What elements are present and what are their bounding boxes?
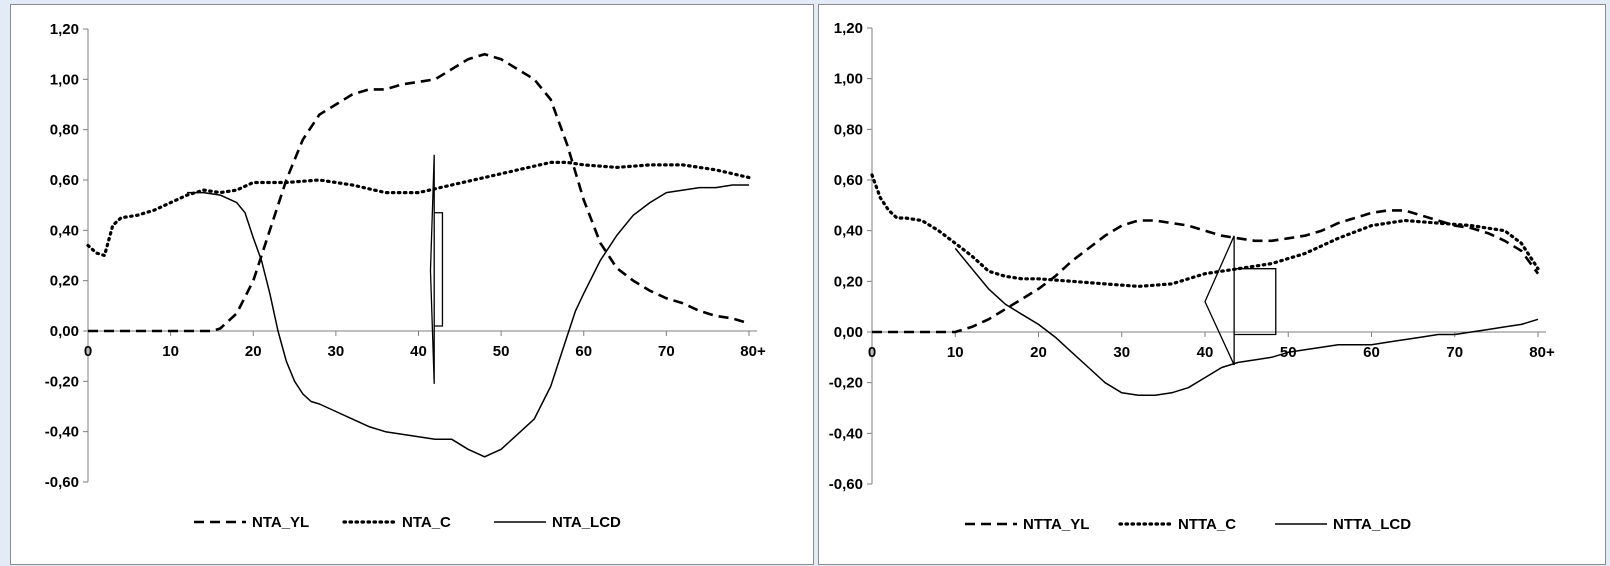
annotation-arrow [429, 154, 444, 384]
series-line-nta-c [86, 160, 751, 258]
y-tick-label: 1,00 [50, 71, 79, 88]
y-tick-label: 1,00 [834, 71, 863, 88]
x-tick-label: 60 [1363, 344, 1380, 361]
x-tick-label: 30 [328, 343, 345, 360]
chart-right: -0,60 -0,40 -0,20 0,00 0,20 0,40 0,60 0,80 1,00 1… [829, 20, 1555, 533]
x-tick-label: 80+ [740, 343, 766, 360]
y-tick-label: 0,80 [50, 122, 79, 139]
series-line-nta-lcd [187, 184, 749, 458]
y-tick-label: -0,20 [829, 375, 863, 392]
chart-left: -0,60 -0,40 -0,20 0,00 0,20 0,40 0,60 0,80 1,00 1… [45, 21, 766, 531]
y-tick-label: 0,20 [834, 273, 863, 290]
series-line-ntta-lcd [954, 247, 1539, 397]
x-tick-label: 40 [410, 343, 427, 360]
legend-label: NTA_LCD [552, 514, 621, 531]
x-tick-label: 40 [1197, 344, 1214, 361]
x-tick-label: 20 [1030, 344, 1047, 361]
y-tick-label: -0,60 [45, 474, 79, 491]
chart-panel-right: -0,60 -0,40 -0,20 0,00 0,20 0,40 0,60 0,80 1,00 1… [818, 4, 1606, 565]
x-tick-label: 50 [493, 343, 510, 360]
x-tick-label: 0 [868, 344, 876, 361]
y-tick-label: 0,40 [50, 222, 79, 239]
y-tick-label: 0,60 [834, 172, 863, 189]
y-tick-label: 0,00 [50, 323, 79, 340]
legend-label: NTTA_C [1178, 516, 1236, 533]
x-tick-label: 10 [947, 344, 964, 361]
y-tick-label: 1,20 [834, 20, 863, 37]
y-tick-label: 0,20 [50, 273, 79, 290]
y-tick-label: 0,00 [834, 324, 863, 341]
x-tick-label: 10 [162, 343, 179, 360]
y-tick-label: 1,20 [50, 21, 79, 38]
chart-panel-left: -0,60 -0,40 -0,20 0,00 0,20 0,40 0,60 0,80 1,00 1… [10, 4, 814, 565]
x-tick-label: 30 [1113, 344, 1130, 361]
y-tick-label: 0,80 [834, 121, 863, 138]
x-tick-label: 20 [245, 343, 262, 360]
x-tick-label: 70 [658, 343, 675, 360]
legend-label: NTTA_LCD [1333, 516, 1411, 533]
legend-label: NTA_C [402, 514, 451, 531]
y-tick-label: 0,60 [50, 172, 79, 189]
y-tick-label: -0,40 [45, 424, 79, 441]
x-tick-label: 60 [575, 343, 592, 360]
series-line-ntta-yl [872, 209, 1540, 334]
y-tick-label: -0,60 [829, 476, 863, 493]
series-line-nta-yl [88, 52, 750, 333]
x-tick-label: 0 [84, 343, 92, 360]
annotation-arrow [1204, 235, 1277, 366]
y-tick-label: 0,40 [834, 223, 863, 240]
x-tick-label: 80+ [1529, 344, 1555, 361]
legend-label: NTA_YL [252, 514, 309, 531]
legend-label: NTTA_YL [1023, 516, 1089, 533]
x-tick-label: 70 [1446, 344, 1463, 361]
series-line-ntta-c [870, 173, 1540, 288]
y-tick-label: -0,20 [45, 373, 79, 390]
y-tick-label: -0,40 [829, 425, 863, 442]
